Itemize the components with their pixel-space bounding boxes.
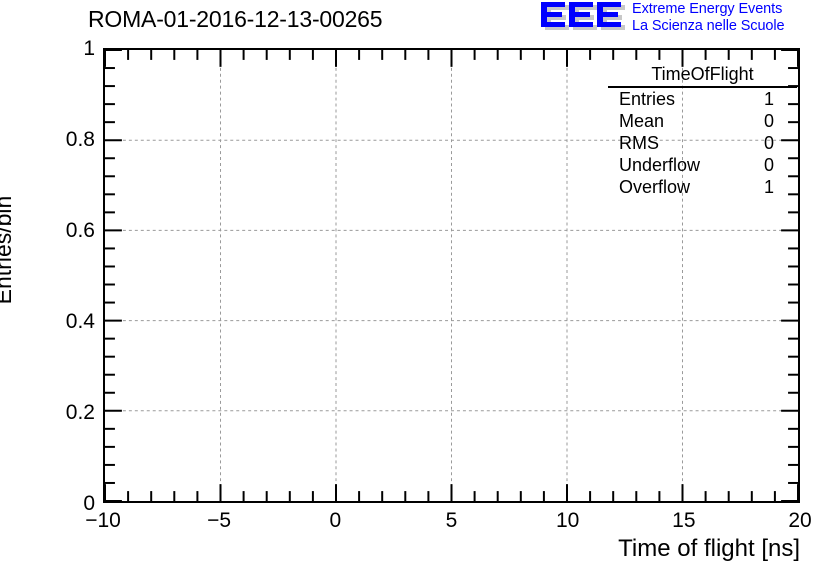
stats-row-label: Overflow xyxy=(619,177,691,197)
eee-logo-mark-icon xyxy=(541,2,625,30)
stats-row: RMS 0 xyxy=(608,132,797,154)
stats-row: Mean 0 xyxy=(608,110,797,132)
plot-gridlines xyxy=(105,50,798,501)
stats-box-rows: Entries 1 Mean 0 RMS 0 Underflow 0 Overflow 1 xyxy=(608,88,797,198)
eee-logo-line2: La Scienza nelle Scuole xyxy=(632,17,785,34)
stats-row: Underflow 0 xyxy=(608,154,797,176)
stats-row-label: Mean xyxy=(619,111,665,131)
stats-row-label: Underflow xyxy=(619,155,701,175)
stats-row-value: 1 xyxy=(763,177,774,197)
x-tick-label: 0 xyxy=(329,509,342,532)
stats-row-label: Entries xyxy=(619,89,676,109)
y-tick-label: 0.6 xyxy=(65,219,95,242)
page-title: ROMA-01-2016-12-13-00265 xyxy=(88,6,383,32)
stats-row-value: 0 xyxy=(763,111,774,131)
y-tick-label: 0.4 xyxy=(65,310,95,333)
x-tick-label: 10 xyxy=(555,509,580,532)
stats-box-title: TimeOfFlight xyxy=(608,63,797,88)
y-tick-label: 0.2 xyxy=(65,401,95,424)
y-tick-label: 0 xyxy=(83,492,95,515)
x-tick-label: 15 xyxy=(672,509,696,532)
y-tick-label: 1 xyxy=(83,37,95,60)
eee-logo-line1: Extreme Energy Events xyxy=(632,1,783,17)
stats-box: TimeOfFlight Entries 1 Mean 0 RMS 0 Underflow 0… xyxy=(608,63,797,198)
stats-row: Overflow 1 xyxy=(608,176,797,198)
x-tick-label: −10 xyxy=(85,509,121,532)
x-tick-label: 20 xyxy=(788,509,812,532)
stats-row-label: RMS xyxy=(619,133,659,153)
y-tick-label: 0.8 xyxy=(65,128,95,151)
stats-row-value: 0 xyxy=(763,155,774,175)
plot-axis-ticks xyxy=(105,50,798,501)
stats-row: Entries 1 xyxy=(608,88,797,110)
plot-frame xyxy=(103,48,800,503)
y-axis-title: Entries/bin xyxy=(0,195,16,305)
x-tick-label: −5 xyxy=(207,509,232,532)
x-axis-title: Time of flight [ns] xyxy=(618,535,800,562)
eee-logo-text: Extreme Energy Events La Scienza nelle S… xyxy=(632,1,785,34)
stats-row-value: 0 xyxy=(763,133,774,153)
stats-row-value: 1 xyxy=(763,89,774,109)
x-tick-label: 5 xyxy=(445,509,458,532)
eee-logo: Extreme Energy Events La Scienza nelle S… xyxy=(540,1,832,35)
